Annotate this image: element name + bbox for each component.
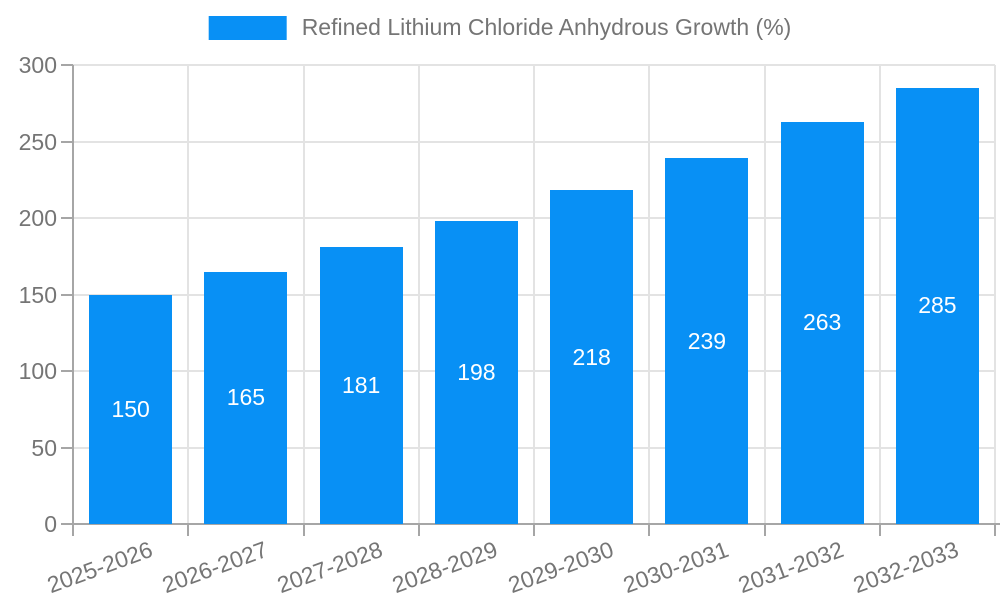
bar[interactable]: 285	[895, 87, 979, 524]
gridline-vertical	[994, 65, 996, 524]
x-axis-tick	[302, 524, 305, 536]
bar-value-label: 218	[572, 343, 611, 370]
gridline-vertical	[302, 65, 305, 524]
y-tick-label: 0	[44, 511, 57, 537]
bar-value-label: 150	[111, 395, 150, 422]
y-axis-tick	[61, 140, 73, 143]
y-axis-tick	[61, 293, 73, 296]
legend-swatch	[208, 15, 287, 40]
gridline-vertical	[187, 65, 190, 524]
y-axis-tick	[61, 64, 73, 66]
x-axis-tick	[533, 524, 535, 536]
x-axis-tick	[763, 524, 766, 536]
bar[interactable]: 165	[204, 271, 288, 524]
bar-value-label: 181	[341, 372, 381, 399]
legend-label: Refined Lithium Chloride Anhydrous Growt…	[301, 14, 792, 40]
y-axis-line	[72, 65, 74, 536]
bar[interactable]: 218	[550, 190, 634, 524]
y-axis-tick	[61, 370, 73, 372]
y-axis-tick	[61, 446, 73, 449]
y-tick-label: 250	[18, 128, 57, 155]
bar[interactable]: 181	[319, 247, 403, 524]
x-axis-tick	[994, 524, 996, 536]
y-tick-label: 50	[31, 434, 57, 461]
x-axis-tick	[648, 524, 651, 536]
gridline-vertical	[417, 65, 420, 524]
bar[interactable]: 150	[89, 294, 173, 524]
gridline-vertical	[533, 65, 535, 524]
bar-value-label: 285	[918, 292, 957, 319]
y-tick-label: 150	[18, 281, 57, 308]
y-tick-label: 100	[18, 358, 57, 384]
bar[interactable]: 239	[665, 158, 749, 524]
bar-value-label: 263	[802, 309, 842, 336]
bar-value-label: 239	[687, 327, 727, 354]
y-tick-label: 200	[18, 205, 57, 231]
gridline-vertical	[648, 65, 651, 524]
x-axis-tick	[878, 524, 881, 536]
x-axis-tick	[417, 524, 420, 536]
legend[interactable]: Refined Lithium Chloride Anhydrous Growt…	[208, 14, 792, 41]
bar-value-label: 198	[457, 359, 496, 386]
bar[interactable]: 198	[434, 221, 518, 524]
bar[interactable]: 263	[780, 121, 864, 524]
gridline-vertical	[763, 65, 766, 524]
bar-value-label: 165	[226, 384, 266, 411]
gridline-vertical	[878, 65, 881, 524]
x-axis-line	[61, 523, 1000, 525]
y-tick-label: 300	[18, 52, 57, 78]
x-axis-tick	[187, 524, 190, 536]
y-axis-tick	[61, 217, 73, 219]
